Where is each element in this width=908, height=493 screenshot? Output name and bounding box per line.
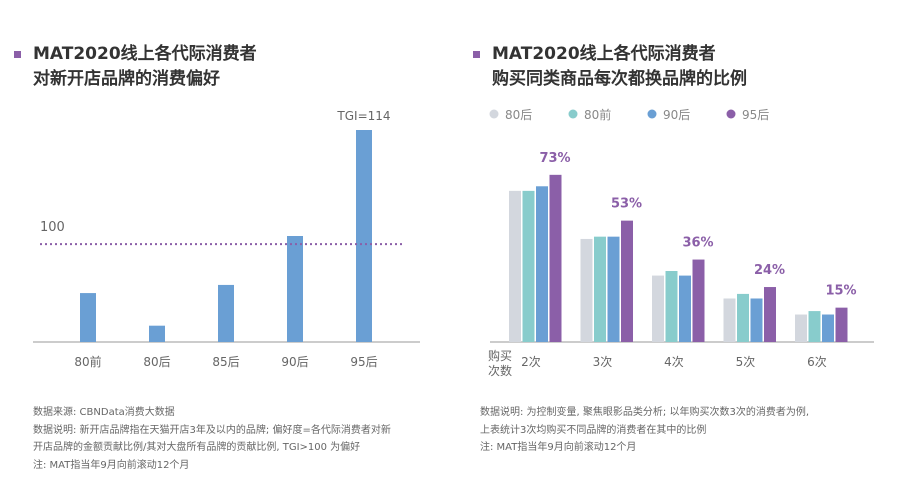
x-tick-label: 5次 [736, 355, 756, 369]
legend-label: 95后 [742, 108, 769, 122]
bar-95后-2次 [549, 174, 562, 342]
right-title: MAT2020线上各代际消费者 购买同类商品每次都换品牌的比例 [473, 42, 747, 92]
bar-95后 [356, 130, 372, 342]
bar-90后-2次 [536, 186, 548, 342]
right-title-line1: MAT2020线上各代际消费者 [492, 44, 716, 64]
right-notes: 数据说明: 为控制变量, 聚焦眼影品类分析; 以年购买次数3次的消费者为例, 上… [480, 404, 809, 457]
bar-80前-6次 [808, 311, 821, 342]
bar-80前 [80, 293, 96, 342]
note-line: 数据说明: 新开店品牌指在天猫开店3年及以内的品牌; 偏好度=各代际消费者对新 [33, 424, 391, 436]
note-line: 上表统计3次均购买不同品牌的消费者在其中的比例 [480, 424, 707, 436]
bar-80后-2次 [509, 190, 521, 342]
note-line: 开店品牌的金额贡献比例/其对大盘所有品牌的贡献比例, TGI>100 为偏好 [33, 442, 361, 453]
data-label: 53% [611, 197, 642, 212]
legend-marker-90后 [647, 109, 657, 119]
legend-marker-80后 [489, 109, 499, 119]
x-tick-label: 80前 [74, 354, 101, 369]
x-tick-label: 95后 [350, 355, 377, 369]
x-tick-label: 4次 [664, 355, 684, 369]
title-marker [473, 51, 480, 58]
bar-95后-4次 [692, 259, 705, 342]
data-label: 73% [539, 151, 570, 166]
note-line: 数据说明: 为控制变量, 聚焦眼影品类分析; 以年购买次数3次的消费者为例, [480, 407, 809, 418]
bar-90后-6次 [822, 314, 834, 342]
x-tick-label: 2次 [521, 355, 541, 369]
brand-switch-bar-chart: 80后 80前 90后 95后 73% 2次 53% 3次 36% 4次 24% 5次 15% 6次 购买次… [488, 107, 874, 378]
x-axis-title-line1: 购买 [488, 348, 512, 363]
bar-85后 [218, 284, 234, 342]
bar-95后-5次 [764, 287, 776, 342]
legend-label: 90后 [663, 108, 690, 122]
bar-95后-6次 [835, 307, 848, 342]
x-axis-title-line2: 次数 [488, 363, 512, 378]
bar-90后-4次 [679, 275, 691, 342]
bar-90后-5次 [750, 298, 763, 342]
legend-label: 80前 [584, 107, 611, 122]
bar-95后-3次 [621, 220, 633, 342]
tgi-annotation: TGI=114 [336, 109, 390, 123]
bar-80前-4次 [665, 271, 678, 342]
left-notes: 数据来源: CBNData消费大数据 数据说明: 新开店品牌指在天猫开店3年及以… [33, 404, 391, 474]
bar-90后-3次 [607, 236, 620, 342]
bar-80后-4次 [652, 275, 664, 342]
x-tick-label: 90后 [281, 355, 308, 369]
reference-line-label: 100 [40, 220, 65, 235]
legend-marker-80前 [568, 109, 578, 119]
bar-80前-3次 [594, 236, 606, 342]
bar-80前-5次 [737, 293, 749, 342]
x-tick-label: 85后 [212, 355, 239, 369]
note-line: 数据来源: CBNData消费大数据 [33, 407, 175, 418]
bar-80前-2次 [522, 190, 535, 342]
left-title-line2: 对新开店品牌的消费偏好 [33, 69, 220, 89]
tgi-bar-chart: 80前 80后 85后 90后 95后 100 TGI=114 [33, 109, 420, 369]
data-label: 24% [754, 263, 785, 278]
left-title: MAT2020线上各代际消费者 对新开店品牌的消费偏好 [14, 42, 257, 92]
x-tick-label: 3次 [593, 355, 613, 369]
data-label: 36% [682, 236, 713, 251]
x-tick-label: 80后 [143, 355, 170, 369]
legend-label: 80后 [505, 108, 532, 122]
bar-80后 [149, 325, 165, 342]
bar-80后-3次 [580, 238, 593, 342]
right-title-line2: 购买同类商品每次都换品牌的比例 [492, 69, 747, 89]
left-title-line1: MAT2020线上各代际消费者 [33, 44, 257, 64]
bar-90后 [287, 236, 303, 342]
bar-80后-6次 [795, 314, 807, 342]
bar-80后-5次 [723, 298, 736, 342]
title-marker [14, 51, 21, 58]
legend-marker-95后 [726, 109, 736, 119]
note-line: 注: MAT指当年9月向前滚动12个月 [33, 459, 190, 471]
x-tick-label: 6次 [807, 355, 827, 369]
data-label: 15% [825, 284, 856, 299]
note-line: 注: MAT指当年9月向前滚动12个月 [480, 442, 637, 453]
